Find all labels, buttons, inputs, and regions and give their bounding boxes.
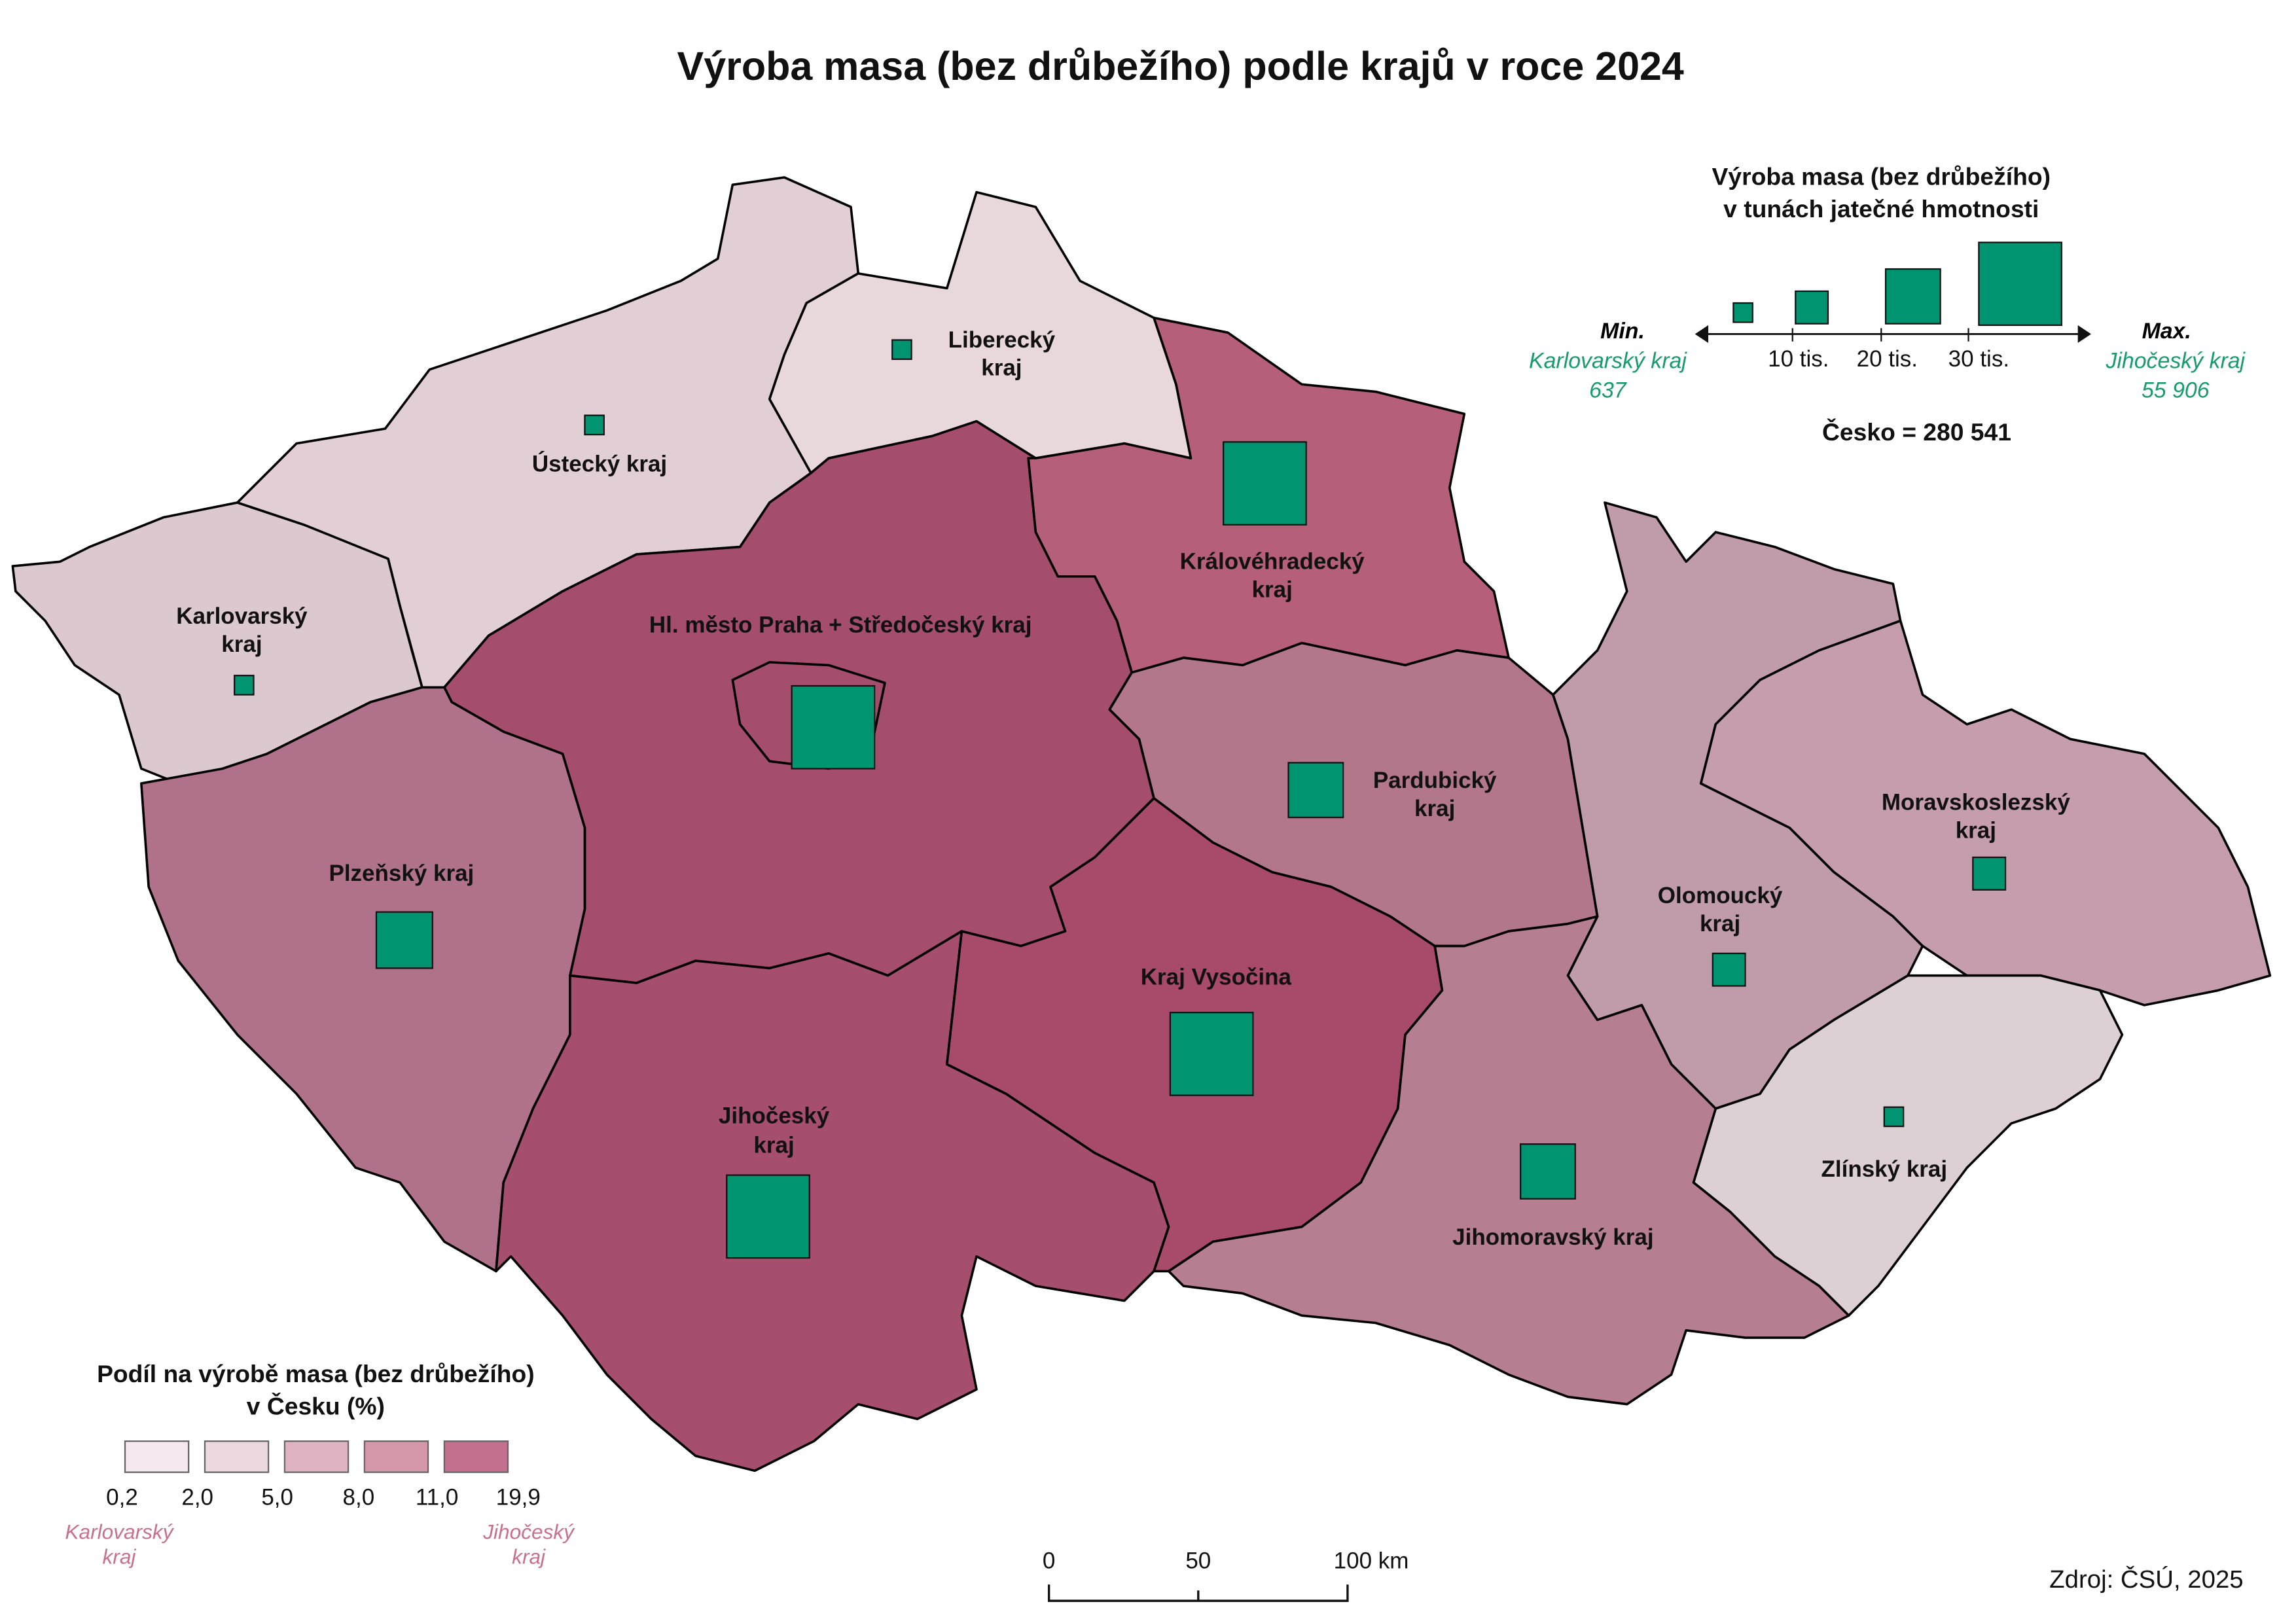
- label-jihocesky: Jihočeský: [719, 1103, 830, 1129]
- legend-tick-label: 20 tis.: [1857, 346, 1918, 372]
- legend-break: 2,0: [181, 1484, 213, 1510]
- country-total: Česko = 280 541: [1822, 418, 2011, 446]
- region-labels: Karlovarský kraj Ústecký kraj Liberecký …: [176, 327, 2070, 1250]
- label-pardubicky-2: kraj: [1414, 796, 1455, 821]
- choropleth-legend-title: Podíl na výrobě masa (bez drůbežího): [97, 1360, 535, 1387]
- region-jihomoravsky[interactable]: [1167, 915, 1850, 1406]
- legend-max-label: Max.: [2142, 319, 2191, 344]
- symbol-jihocesky: [726, 1174, 810, 1259]
- source-note: Zdroj: ČSÚ, 2025: [2049, 1565, 2243, 1594]
- scale-label-0: 0: [1043, 1548, 1055, 1573]
- legend-symbol-20k: [1884, 268, 1941, 325]
- label-olomoucky: Olomoucký: [1658, 883, 1783, 908]
- label-liberecky-2: kraj: [981, 355, 1022, 381]
- label-stredocesky: Hl. město Praha + Středočeský kraj: [649, 613, 1032, 638]
- region-jihocesky[interactable]: [495, 930, 1170, 1472]
- legend-min-region: Karlovarský: [65, 1520, 174, 1543]
- label-jihomoravsky: Jihomoravský kraj: [1452, 1224, 1653, 1250]
- legend-swatch: [204, 1440, 270, 1473]
- symbol-moravskoslezsky: [1972, 856, 2007, 891]
- scale-label-100: 100 km: [1334, 1548, 1409, 1573]
- legend-symbol-30k: [1978, 241, 2062, 327]
- symbol-liberecky: [891, 339, 912, 360]
- legend-swatch: [283, 1440, 350, 1473]
- legend-max-region: Jihočeský kraj: [2105, 348, 2246, 373]
- label-zlinsky: Zlínský kraj: [1821, 1156, 1948, 1182]
- production-symbols: [234, 339, 2007, 1259]
- label-olomoucky-2: kraj: [1700, 911, 1740, 936]
- legend-break: 0,2: [106, 1484, 138, 1510]
- symbol-ustecky: [584, 414, 605, 436]
- symbol-vysocina: [1169, 1012, 1254, 1096]
- legend-max-region: Jihočeský: [482, 1520, 575, 1543]
- legend-max-value: 55 906: [2142, 378, 2210, 403]
- symbol-olomoucky: [1712, 952, 1746, 987]
- legend-max-region-2: kraj: [512, 1545, 546, 1569]
- label-pardubicky: Pardubický: [1373, 768, 1497, 793]
- legend-break: 5,0: [261, 1484, 293, 1510]
- legend-min-region: Karlovarský kraj: [1529, 348, 1687, 373]
- label-karlovarsky: Karlovarský: [176, 603, 308, 629]
- legend-min-label: Min.: [1600, 319, 1645, 344]
- symbol-plzensky: [375, 911, 433, 969]
- label-jihocesky-2: kraj: [753, 1133, 794, 1158]
- map-title: Výroba masa (bez drůbežího) podle krajů …: [677, 44, 1684, 88]
- regions: [11, 176, 2272, 1472]
- label-karlovarsky-2: kraj: [221, 632, 262, 657]
- symbol-legend-subtitle: v tunách jatečné hmotnosti: [1723, 195, 2039, 223]
- label-kralovehradecky: Královéhradecký: [1180, 549, 1365, 575]
- label-vysocina: Kraj Vysočina: [1141, 964, 1292, 990]
- legend-swatch: [124, 1440, 190, 1473]
- legend-tick-label: 30 tis.: [1948, 346, 2009, 372]
- choropleth-legend-subtitle: v Česku (%): [247, 1393, 385, 1420]
- label-kralovehradecky-2: kraj: [1252, 577, 1293, 602]
- legend-min-region-2: kraj: [103, 1545, 137, 1569]
- legend-symbol-min: [1732, 302, 1753, 323]
- region-moravskoslezsky[interactable]: [1699, 619, 2272, 1007]
- legend-break: 8,0: [343, 1484, 375, 1510]
- label-moravskoslezsky-2: kraj: [1956, 818, 1996, 844]
- scale-bar: 0 50 100 km: [1043, 1548, 1409, 1602]
- legend-swatch: [363, 1440, 429, 1473]
- legend-tick-label: 10 tis.: [1768, 346, 1829, 372]
- symbol-karlovarsky: [234, 675, 255, 696]
- symbol-legend-title: Výroba masa (bez drůbežího): [1712, 162, 2051, 190]
- scale-label-50: 50: [1185, 1548, 1211, 1573]
- label-liberecky: Liberecký: [948, 327, 1056, 353]
- choropleth-legend: Podíl na výrobě masa (bez drůbežího) v Č…: [65, 1360, 575, 1569]
- legend-min-value: 637: [1589, 378, 1627, 403]
- arrow-left-icon: [1695, 325, 1709, 344]
- legend-symbol-10k: [1795, 290, 1829, 325]
- label-moravskoslezsky: Moravskoslezský: [1882, 790, 2070, 815]
- symbol-zlinsky: [1883, 1106, 1905, 1128]
- arrow-right-icon: [2077, 325, 2092, 344]
- legend-swatch: [443, 1440, 509, 1473]
- symbol-stredocesky: [791, 685, 876, 770]
- legend-break: 11,0: [416, 1484, 459, 1510]
- symbol-jihomoravsky: [1520, 1143, 1576, 1200]
- symbol-pardubicky: [1287, 762, 1344, 819]
- region-olomoucky[interactable]: [1552, 501, 1924, 1110]
- legend-break: 19,9: [496, 1484, 541, 1510]
- symbol-legend: Výroba masa (bez drůbežího) v tunách jat…: [1529, 162, 2246, 446]
- label-plzensky: Plzeňský kraj: [329, 861, 474, 886]
- label-ustecky: Ústecký kraj: [532, 451, 667, 477]
- symbol-kralovehradecky: [1223, 441, 1307, 526]
